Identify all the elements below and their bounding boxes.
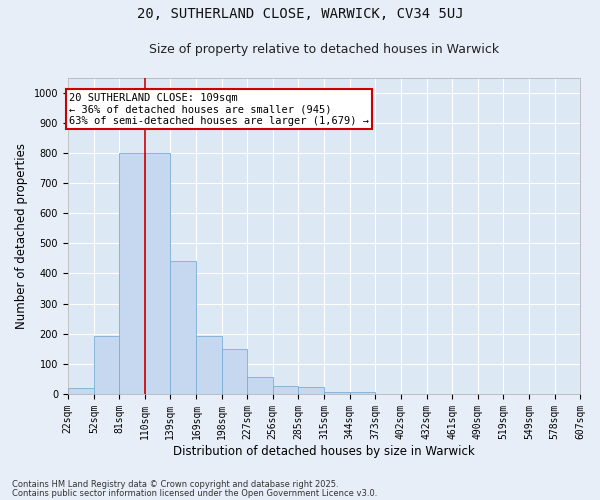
- Bar: [247, 378, 272, 394]
- Bar: [350, 392, 375, 394]
- Bar: [68, 388, 94, 394]
- Bar: [145, 153, 170, 394]
- Text: 20 SUTHERLAND CLOSE: 109sqm
← 36% of detached houses are smaller (945)
63% of se: 20 SUTHERLAND CLOSE: 109sqm ← 36% of det…: [68, 92, 368, 126]
- Bar: [94, 336, 119, 394]
- Bar: [119, 153, 145, 394]
- Bar: [222, 350, 247, 394]
- Bar: [272, 386, 298, 394]
- Bar: [170, 262, 196, 394]
- Text: Contains public sector information licensed under the Open Government Licence v3: Contains public sector information licen…: [12, 490, 377, 498]
- X-axis label: Distribution of detached houses by size in Warwick: Distribution of detached houses by size …: [173, 444, 475, 458]
- Bar: [298, 388, 325, 394]
- Bar: [325, 392, 350, 394]
- Y-axis label: Number of detached properties: Number of detached properties: [15, 142, 28, 328]
- Text: 20, SUTHERLAND CLOSE, WARWICK, CV34 5UJ: 20, SUTHERLAND CLOSE, WARWICK, CV34 5UJ: [137, 8, 463, 22]
- Title: Size of property relative to detached houses in Warwick: Size of property relative to detached ho…: [149, 42, 499, 56]
- Bar: [196, 336, 222, 394]
- Text: Contains HM Land Registry data © Crown copyright and database right 2025.: Contains HM Land Registry data © Crown c…: [12, 480, 338, 489]
